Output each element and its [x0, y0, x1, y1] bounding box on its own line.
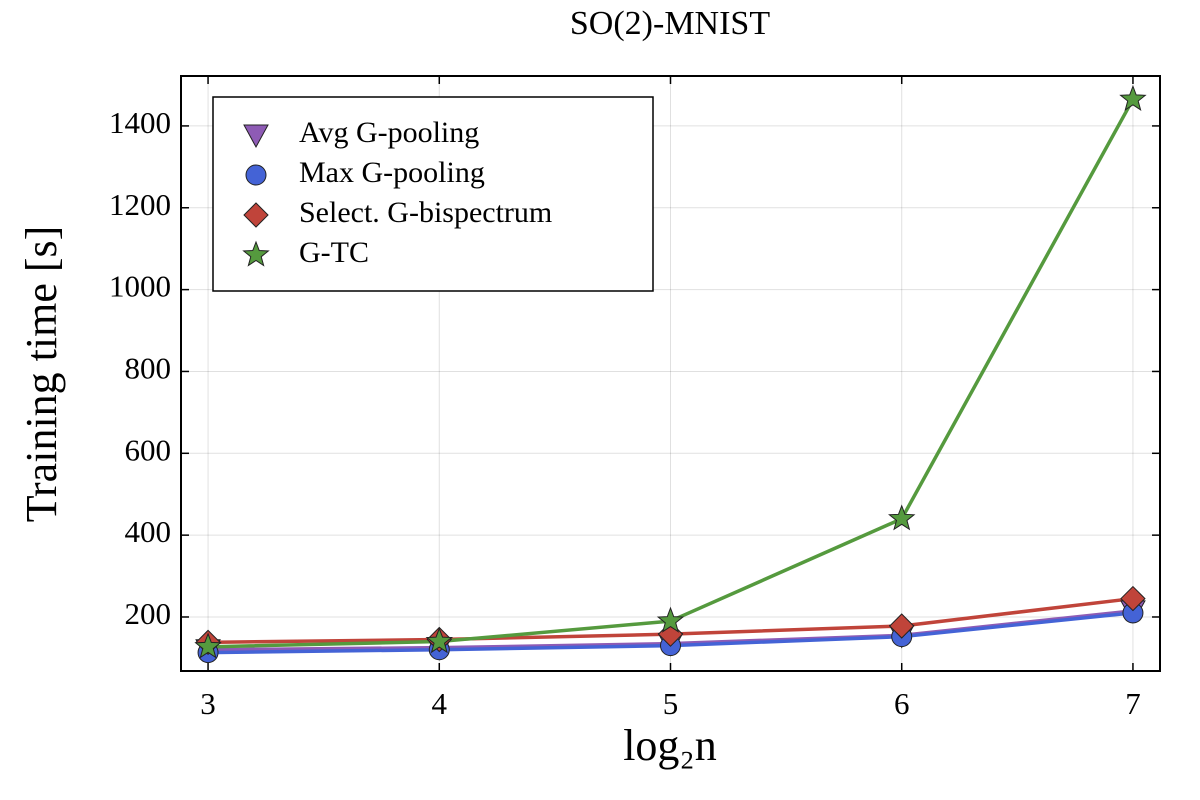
legend-marker — [243, 124, 269, 149]
data-point — [1119, 84, 1147, 111]
data-point — [1120, 585, 1146, 612]
data-point — [425, 627, 453, 654]
x-tick-label: 3 — [200, 686, 216, 721]
y-tick-label: 1400 — [109, 105, 171, 140]
x-axis-label: log₂n — [623, 721, 717, 770]
y-axis-label: Training time [s] — [17, 226, 66, 523]
legend-marker — [245, 164, 267, 186]
legend-label: Max G-pooling — [299, 156, 485, 189]
legend-marker — [243, 202, 269, 228]
data-point — [656, 606, 685, 633]
y-tick-label: 200 — [125, 596, 172, 631]
y-tick-label: 600 — [125, 432, 172, 467]
plot-frame — [180, 75, 1161, 672]
legend-label: Avg G-pooling — [299, 116, 479, 149]
legend-label: Select. G-bispectrum — [299, 196, 552, 229]
data-point — [194, 632, 222, 659]
y-tick-label: 800 — [125, 351, 172, 386]
legend-box — [212, 96, 654, 292]
legend-marker — [242, 240, 270, 267]
data-point — [888, 504, 916, 531]
chart-title: SO(2)-MNIST — [570, 5, 770, 42]
x-tick-label: 7 — [1125, 686, 1141, 721]
x-tick-label: 4 — [432, 686, 448, 721]
x-tick-label: 6 — [894, 686, 910, 721]
legend-label: G-TC — [299, 236, 369, 269]
y-tick-label: 400 — [125, 514, 172, 549]
data-point — [889, 613, 915, 639]
x-tick-label: 5 — [663, 686, 679, 721]
y-tick-label: 1200 — [109, 187, 171, 222]
y-tick-label: 1000 — [109, 269, 171, 304]
